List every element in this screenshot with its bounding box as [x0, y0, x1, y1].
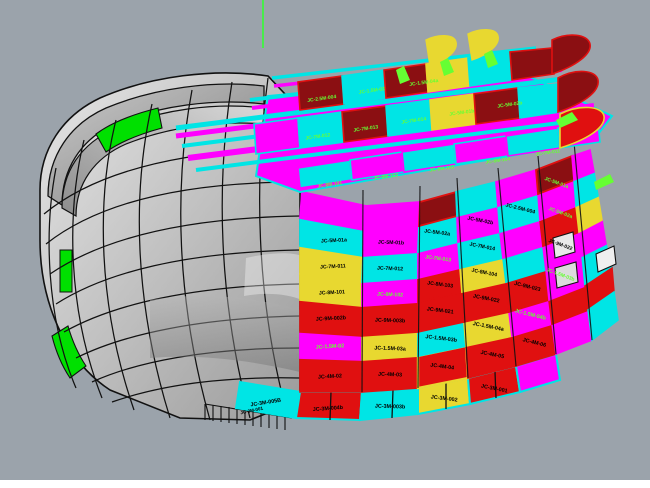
panel-cell[interactable]	[294, 391, 364, 422]
panel-cell[interactable]	[361, 355, 419, 393]
panel-insert-grey[interactable]	[552, 231, 576, 259]
panel-insert-grey[interactable]	[595, 245, 617, 273]
panel-cell[interactable]	[509, 47, 555, 81]
stern-coloured-shell[interactable]	[175, 29, 619, 422]
stern-wrap-panels[interactable]	[571, 148, 619, 342]
rail-stripe-cyan	[175, 73, 587, 131]
deck-superstructure[interactable]	[175, 29, 614, 194]
panel-cell[interactable]	[341, 105, 389, 143]
stern-cap[interactable]	[551, 34, 591, 76]
panel-cell[interactable]	[253, 117, 301, 155]
hull-panel-grid[interactable]	[234, 141, 619, 422]
stern-cap[interactable]	[557, 70, 599, 114]
panel-cell[interactable]	[297, 111, 345, 149]
panel-cell[interactable]	[571, 148, 595, 182]
panel-cell[interactable]	[361, 301, 419, 337]
panel-cell[interactable]	[297, 75, 345, 111]
green-marker[interactable]	[594, 174, 614, 190]
panel-cell[interactable]	[299, 357, 363, 393]
panel-cell[interactable]	[587, 290, 619, 342]
green-marker[interactable]	[440, 58, 454, 76]
panel-insert-grey-group[interactable]	[552, 231, 617, 289]
highlight-panel-green-bow-top[interactable]	[95, 107, 163, 153]
stern-cap-group[interactable]	[425, 29, 605, 150]
panel-cell[interactable]	[358, 386, 419, 422]
panel-cell[interactable]	[363, 201, 421, 231]
green-marker[interactable]	[484, 50, 498, 68]
green-marker[interactable]	[556, 112, 578, 128]
panel-cell[interactable]	[361, 251, 419, 283]
hull-transverse-seams	[361, 141, 593, 393]
green-marker-group[interactable]	[396, 50, 614, 190]
panel-cell[interactable]	[473, 87, 521, 125]
highlight-panel-green-bow-mid[interactable]	[59, 249, 73, 293]
hull-row-a-seams	[329, 371, 497, 421]
stern-cap[interactable]	[425, 35, 457, 67]
bow-shadow-wedge	[150, 295, 300, 372]
panel-cell[interactable]	[429, 93, 477, 131]
panel-insert-grey[interactable]	[554, 261, 579, 289]
footer-strip	[0, 480, 650, 488]
panel-cell[interactable]	[362, 225, 420, 257]
bow-bulwark-band	[47, 83, 265, 207]
hull-row-h[interactable]	[299, 154, 575, 232]
panel-cell[interactable]	[517, 83, 561, 119]
green-marker[interactable]	[396, 66, 410, 84]
hull-row-c[interactable]	[299, 284, 589, 361]
bow-specular-highlight	[244, 253, 302, 300]
superstructure-blocks[interactable]	[253, 47, 561, 155]
panel-cell[interactable]	[385, 99, 433, 137]
rail-stripe-cyan	[195, 116, 599, 172]
bow-grey-shell[interactable]	[39, 72, 302, 421]
panel-cell[interactable]	[341, 69, 387, 105]
